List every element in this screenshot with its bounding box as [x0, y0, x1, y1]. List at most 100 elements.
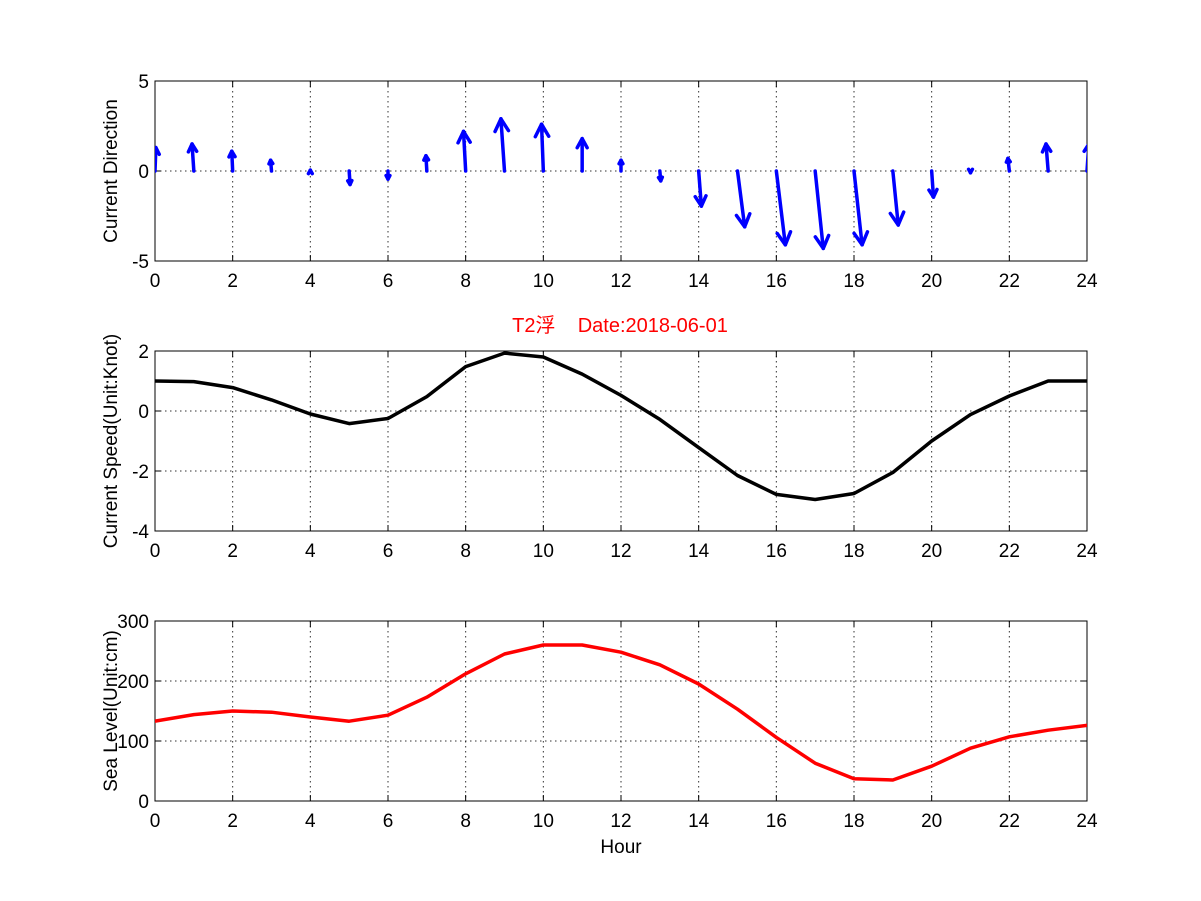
x-tick-label: 22 — [999, 811, 1020, 832]
quiver-arrow — [456, 129, 472, 173]
arrow-head — [966, 167, 975, 175]
y-tick-label: 2 — [138, 342, 149, 363]
arrow-head — [186, 142, 199, 154]
arrow-shaft — [929, 169, 936, 199]
quiver-arrow — [617, 158, 625, 173]
x-tick-label: 10 — [533, 811, 554, 832]
data-marks — [155, 351, 1087, 502]
x-tick-label: 14 — [688, 271, 710, 292]
arrow-head — [813, 233, 831, 251]
x-tick-label: 12 — [610, 271, 631, 292]
y-tick-label: 5 — [138, 72, 149, 93]
quiver-arrow — [1082, 143, 1087, 173]
arrow-head — [345, 178, 354, 187]
arrow-shaft — [539, 122, 546, 173]
arrow-head — [888, 210, 906, 227]
x-tick-label: 16 — [766, 811, 787, 832]
quiver-arrow — [1004, 156, 1012, 173]
quiver-arrow — [575, 136, 589, 173]
x-tick-label: 6 — [383, 271, 394, 292]
y-tick-label: 300 — [117, 612, 149, 633]
x-tick-label: 6 — [383, 811, 394, 832]
x-tick-label: 2 — [227, 541, 238, 562]
x-axis-label: Hour — [600, 837, 642, 858]
quiver-arrow — [345, 169, 354, 187]
arrow-shaft — [696, 169, 704, 208]
quiver-arrow — [384, 169, 392, 181]
arrow-head — [693, 194, 708, 208]
quiver-arrow — [186, 142, 199, 173]
x-tick-label: 16 — [766, 541, 787, 562]
y-axis-label: Current Speed(Unit:Knot) — [101, 334, 122, 548]
quiver-arrow — [813, 169, 831, 251]
x-tick-label: 16 — [766, 271, 787, 292]
arrow-head — [775, 230, 793, 247]
y-tick-label: -2 — [132, 462, 149, 483]
x-tick-label: 24 — [1076, 271, 1098, 292]
x-tick-label: 14 — [688, 541, 710, 562]
arrow-head — [493, 117, 511, 134]
quiver-arrow — [422, 153, 431, 173]
arrow-head — [306, 168, 315, 176]
arrow-head — [1004, 156, 1012, 164]
y-axis-label: Sea Level(Unit:cm) — [101, 630, 122, 792]
arrow-head — [456, 129, 472, 145]
quiver-arrow — [888, 169, 906, 227]
x-tick-label: 8 — [460, 541, 471, 562]
data-marks — [155, 117, 1087, 251]
quiver-arrow — [693, 169, 708, 208]
arrow-shaft — [499, 117, 507, 173]
arrow-shaft — [813, 169, 826, 251]
x-tick-label: 10 — [533, 271, 554, 292]
series-line — [155, 351, 1087, 502]
arrow-head — [656, 175, 665, 183]
y-tick-label: 0 — [138, 162, 149, 183]
quiver-arrow — [656, 169, 665, 183]
x-tick-label: 6 — [383, 541, 394, 562]
x-tick-label: 18 — [843, 541, 864, 562]
arrow-head — [852, 230, 870, 247]
quiver-arrow — [966, 167, 975, 175]
y-tick-label: 0 — [138, 402, 149, 423]
x-tick-label: 22 — [999, 271, 1020, 292]
quiver-arrow — [493, 117, 511, 173]
arrow-head — [617, 158, 625, 166]
x-tick-label: 18 — [843, 811, 864, 832]
x-tick-label: 12 — [610, 541, 631, 562]
arrow-shaft — [891, 169, 900, 227]
arrow-head — [1040, 142, 1053, 154]
quiver-arrow — [1040, 142, 1053, 173]
x-tick-label: 20 — [921, 271, 942, 292]
arrow-head — [155, 145, 161, 157]
quiver-arrow — [306, 168, 315, 176]
x-tick-label: 20 — [921, 811, 942, 832]
y-tick-label: 0 — [138, 792, 149, 813]
x-tick-label: 2 — [227, 811, 238, 832]
quiver-arrow — [852, 169, 870, 247]
y-tick-label: 100 — [117, 732, 149, 753]
arrow-head — [927, 187, 939, 199]
y-tick-label: -4 — [132, 522, 149, 543]
arrow-shaft — [1044, 142, 1050, 173]
quiver-arrow — [774, 169, 793, 247]
quiver-arrow — [227, 149, 237, 173]
x-tick-label: 0 — [150, 271, 161, 292]
arrow-head — [575, 136, 589, 150]
x-tick-label: 0 — [150, 811, 161, 832]
arrow-head — [422, 153, 431, 162]
data-marks — [155, 643, 1087, 782]
x-tick-label: 12 — [610, 811, 631, 832]
plot-frame — [154, 620, 1088, 802]
x-tick-label: 24 — [1076, 541, 1098, 562]
arrow-shaft — [190, 142, 196, 173]
plot-frame — [154, 350, 1088, 532]
x-tick-label: 10 — [533, 541, 554, 562]
x-tick-label: 2 — [227, 271, 238, 292]
arrow-head — [1082, 143, 1087, 154]
y-axis-label: Current Direction — [101, 99, 122, 243]
